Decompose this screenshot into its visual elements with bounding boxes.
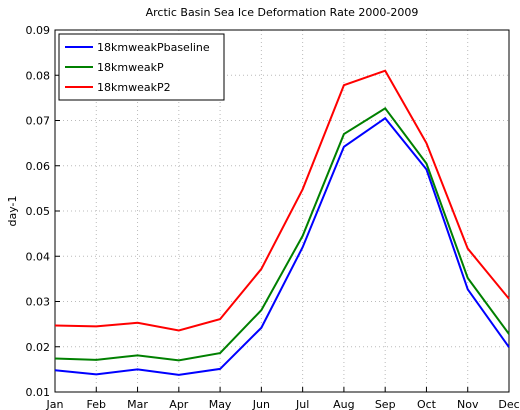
line — [54, 69, 510, 332]
x-tick-label: Nov — [457, 398, 479, 410]
y-tick-label: 0.07 — [26, 115, 51, 128]
x-tick-label: May — [209, 398, 232, 410]
y-tick-label: 0.05 — [26, 205, 51, 218]
y-tick-label: 0.06 — [26, 160, 51, 173]
plot-frame — [54, 29, 510, 393]
legend-label: 18kmweakPbaseline — [97, 41, 210, 54]
legend-label: 18kmweakP — [97, 61, 164, 74]
legend-label: 18kmweakP2 — [97, 81, 171, 94]
y-tick-label: 0.01 — [26, 386, 51, 399]
x-tick-label: Jan — [46, 398, 64, 410]
x-tick-label: Aug — [333, 398, 354, 410]
x-tick-label: Mar — [127, 398, 148, 410]
x-tick-label: Oct — [417, 398, 437, 410]
x-tick-label: Apr — [169, 398, 189, 410]
line — [54, 106, 510, 362]
chart-title: Arctic Basin Sea Ice Deformation Rate 20… — [146, 6, 419, 19]
y-tick-label: 0.04 — [26, 250, 51, 263]
x-tick-label: Dec — [498, 398, 519, 410]
x-tick-label: Jul — [295, 398, 309, 410]
x-tick-label: Jun — [252, 398, 270, 410]
y-tick-label: 0.02 — [26, 341, 51, 354]
line — [54, 116, 510, 376]
y-tick-label: 0.09 — [26, 24, 51, 37]
y-axis-label: day-1 — [6, 195, 19, 226]
x-tick-label: Sep — [375, 398, 396, 410]
x-tick-label: Feb — [87, 398, 106, 410]
y-tick-label: 0.03 — [26, 296, 51, 309]
y-tick-label: 0.08 — [26, 69, 51, 82]
